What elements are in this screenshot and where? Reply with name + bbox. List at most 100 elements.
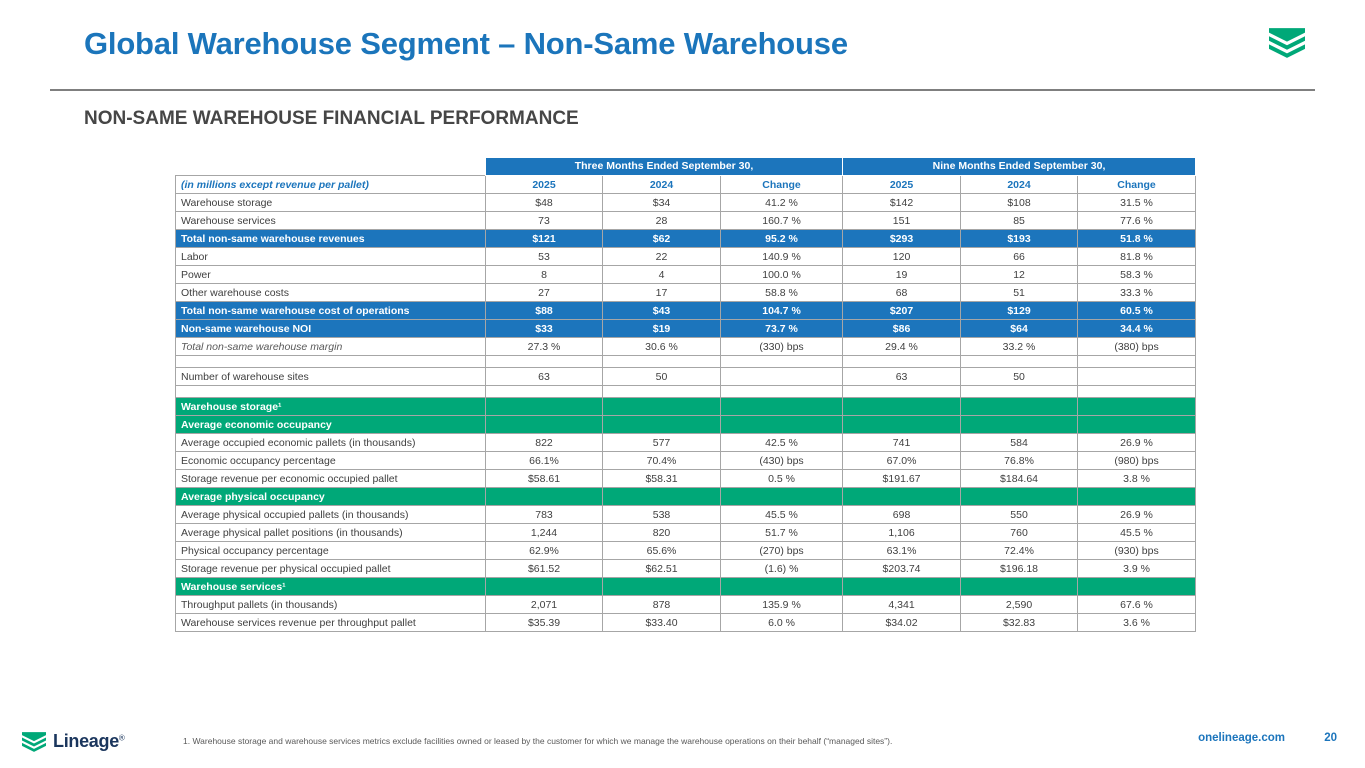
- row-value: $293: [842, 229, 962, 248]
- row-value: 95.2 %: [719, 229, 844, 248]
- row-value: 51.7 %: [719, 523, 844, 542]
- column-header-change-ytd: Change: [1077, 175, 1197, 194]
- row-value: $43: [602, 301, 721, 320]
- row-value: 81.8 %: [1077, 247, 1197, 266]
- row-value: $33: [485, 319, 603, 338]
- row-value: 104.7 %: [719, 301, 844, 320]
- row-value: $142: [842, 193, 962, 212]
- row-value: 3.6 %: [1077, 613, 1197, 632]
- table-row: Storage revenue per physical occupied pa…: [175, 559, 1197, 578]
- row-value: 66.1%: [485, 451, 603, 470]
- row-label: Physical occupancy percentage: [175, 541, 486, 560]
- row-value: 26.9 %: [1077, 433, 1197, 452]
- row-value: 22: [602, 247, 721, 266]
- row-value: 135.9 %: [719, 595, 844, 614]
- row-value: 760: [960, 523, 1079, 542]
- row-value: [960, 355, 1079, 368]
- row-value: 27: [485, 283, 603, 302]
- row-label: Throughput pallets (in thousands): [175, 595, 486, 614]
- row-value: $121: [485, 229, 603, 248]
- row-value: $108: [960, 193, 1079, 212]
- row-value: 550: [960, 505, 1079, 524]
- table-row: Throughput pallets (in thousands) 2,071 87…: [175, 595, 1197, 614]
- row-label: Average physical pallet positions (in th…: [175, 523, 486, 542]
- table-row: Total non-same warehouse margin 27.3 % 30.…: [175, 337, 1197, 356]
- row-value: 878: [602, 595, 721, 614]
- row-label: Total non-same warehouse cost of operati…: [175, 301, 486, 320]
- row-value: 19: [842, 265, 962, 284]
- table-row: [175, 385, 1197, 398]
- row-value: $62: [602, 229, 721, 248]
- row-label: [175, 385, 486, 398]
- footer-brand: Lineage®: [22, 731, 125, 752]
- row-value: $88: [485, 301, 603, 320]
- row-value: 68: [842, 283, 962, 302]
- table-row: Warehouse storage¹: [175, 397, 1197, 416]
- table-row: Warehouse services 73 28 160.7 % 151 85 77.6 %: [175, 211, 1197, 230]
- row-value: (930) bps: [1077, 541, 1197, 560]
- row-value: 58.3 %: [1077, 265, 1197, 284]
- row-label: Warehouse services¹: [175, 577, 486, 596]
- row-value: [719, 355, 844, 368]
- row-value: 63: [485, 367, 603, 386]
- row-value: $62.51: [602, 559, 721, 578]
- row-value: 3.8 %: [1077, 469, 1197, 488]
- row-value: 160.7 %: [719, 211, 844, 230]
- row-value: [719, 487, 844, 506]
- row-label: Labor: [175, 247, 486, 266]
- table-row: Warehouse services¹: [175, 577, 1197, 596]
- row-value: 41.2 %: [719, 193, 844, 212]
- row-value: [485, 397, 603, 416]
- table-row: Warehouse services revenue per throughpu…: [175, 613, 1197, 632]
- row-value: [485, 415, 603, 434]
- row-value: [960, 385, 1079, 398]
- row-value: 538: [602, 505, 721, 524]
- table-row: Labor 53 22 140.9 % 120 66 81.8 %: [175, 247, 1197, 266]
- row-value: 31.5 %: [1077, 193, 1197, 212]
- row-value: $86: [842, 319, 962, 338]
- row-value: 73: [485, 211, 603, 230]
- group-header-nine-months: Nine Months Ended September 30,: [842, 157, 1197, 176]
- row-value: 1,106: [842, 523, 962, 542]
- table-row: Average economic occupancy: [175, 415, 1197, 434]
- lineage-logo-icon: [1269, 28, 1305, 58]
- row-value: 67.6 %: [1077, 595, 1197, 614]
- row-value: 62.9%: [485, 541, 603, 560]
- column-header-2024-q: 2024: [602, 175, 721, 194]
- row-value: [602, 397, 721, 416]
- row-value: [842, 355, 962, 368]
- table-row: Power 8 4 100.0 % 19 12 58.3 %: [175, 265, 1197, 284]
- row-label: Average economic occupancy: [175, 415, 486, 434]
- row-value: 67.0%: [842, 451, 962, 470]
- row-value: [1077, 385, 1197, 398]
- row-value: 741: [842, 433, 962, 452]
- row-value: 63: [842, 367, 962, 386]
- row-value: $64: [960, 319, 1079, 338]
- row-label: Storage revenue per economic occupied pa…: [175, 469, 486, 488]
- row-value: [842, 577, 962, 596]
- table-row: Other warehouse costs 27 17 58.8 % 68 51 33.3 …: [175, 283, 1197, 302]
- row-value: 51.8 %: [1077, 229, 1197, 248]
- group-header-three-months: Three Months Ended September 30,: [484, 157, 844, 176]
- row-label: Other warehouse costs: [175, 283, 486, 302]
- row-value: [719, 385, 844, 398]
- row-value: (380) bps: [1077, 337, 1197, 356]
- table-row: Storage revenue per economic occupied pa…: [175, 469, 1197, 488]
- row-value: 33.3 %: [1077, 283, 1197, 302]
- row-value: [602, 415, 721, 434]
- row-value: 2,590: [960, 595, 1079, 614]
- title-divider: [50, 89, 1315, 91]
- row-value: 60.5 %: [1077, 301, 1197, 320]
- row-value: 577: [602, 433, 721, 452]
- row-value: (270) bps: [719, 541, 844, 560]
- row-label: Warehouse storage: [175, 193, 486, 212]
- website-link[interactable]: onelineage.com: [1198, 732, 1285, 744]
- row-value: 26.9 %: [1077, 505, 1197, 524]
- row-value: $48: [485, 193, 603, 212]
- row-label: Total non-same warehouse margin: [175, 337, 486, 356]
- row-value: 584: [960, 433, 1079, 452]
- row-value: 698: [842, 505, 962, 524]
- row-value: [602, 385, 721, 398]
- row-value: 50: [960, 367, 1079, 386]
- row-value: [485, 355, 603, 368]
